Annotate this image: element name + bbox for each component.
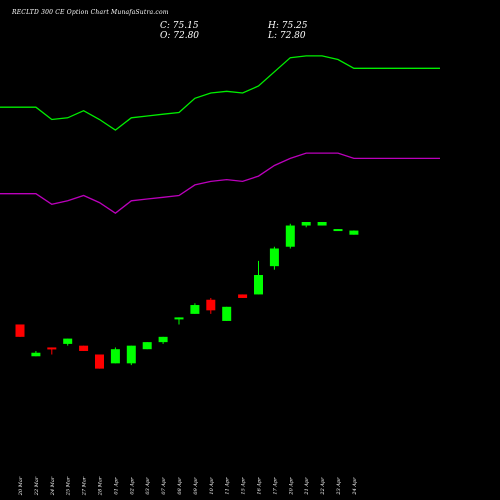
x-tick-label: 17 Apr: [272, 477, 278, 495]
x-tick-label: 08 Apr: [177, 477, 183, 495]
close-value: C: 75.15: [160, 21, 199, 31]
x-tick-label: 10 Apr: [209, 477, 215, 495]
low-value: L: 72.80: [268, 31, 306, 41]
candle-up: [269, 248, 279, 267]
candle-down: [15, 324, 25, 337]
upper-band-line: [0, 55, 440, 131]
x-tick-label: 25 Mar: [66, 476, 72, 496]
x-tick-label: 23 Apr: [336, 477, 342, 496]
x-tick-label: 22 Mar: [34, 476, 40, 496]
candle-up: [31, 352, 41, 357]
candle-up: [190, 305, 200, 314]
candle-up: [126, 345, 136, 364]
band-lines: [0, 55, 440, 215]
x-tick-label: 27 Mar: [82, 476, 88, 496]
candle-up: [110, 349, 120, 364]
x-tick-label: 01 Apr: [113, 477, 119, 495]
candle-up: [63, 338, 73, 344]
candle-down: [47, 347, 57, 350]
x-tick-label: 11 Apr: [225, 477, 231, 495]
x-tick-label: 09 Apr: [193, 477, 199, 495]
candle-up: [333, 229, 343, 232]
candle-up: [301, 222, 311, 226]
x-tick-label: 03 Apr: [145, 477, 151, 495]
candle-down: [206, 299, 216, 311]
candle-up: [285, 225, 295, 247]
candle-up: [142, 342, 152, 350]
x-tick-label: 28 Mar: [98, 476, 104, 496]
candle-up: [222, 306, 232, 321]
candle-up: [349, 230, 359, 235]
x-tick-label: 07 Apr: [161, 477, 167, 495]
open-value: O: 72.80: [160, 31, 200, 41]
candles: [15, 222, 359, 369]
x-axis-ticks: 20 Mar 22 Mar 24 Mar 25 Mar 27 Mar 28 Mar 01 A…: [18, 476, 358, 496]
chart-title: RECLTD 300 CE Option Chart MunafaSutra.c…: [12, 9, 169, 16]
x-tick-label: 24 Apr: [352, 477, 358, 496]
candle-up: [158, 336, 168, 343]
candle-up: [317, 222, 327, 226]
x-tick-label: 02 Apr: [129, 477, 135, 495]
x-tick-label: 22 Apr: [320, 477, 326, 496]
candle-down: [95, 354, 104, 369]
x-tick-label: 21 Apr: [304, 477, 310, 496]
candle-up: [174, 317, 184, 320]
x-tick-label: 20 Mar: [18, 476, 24, 496]
lower-band-line: [0, 152, 440, 215]
candle-down: [238, 294, 248, 298]
candle-up: [254, 275, 263, 295]
x-tick-label: 24 Mar: [50, 476, 56, 496]
x-tick-label: 20 Apr: [288, 477, 294, 496]
x-tick-label: 15 Apr: [241, 477, 247, 495]
x-tick-label: 16 Apr: [257, 477, 263, 495]
candle-down: [79, 345, 89, 351]
high-value: H: 75.25: [268, 21, 308, 31]
